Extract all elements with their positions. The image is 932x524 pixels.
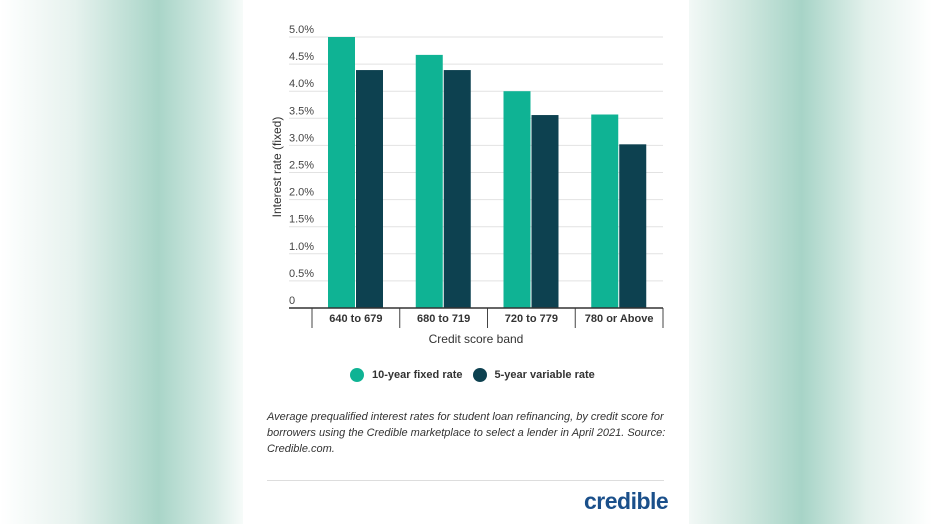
bar-variable [619,144,647,308]
divider [267,480,664,481]
bar-variable [443,70,471,308]
x-axis-label: Credit score band [429,332,524,346]
y-tick-label: 2.0% [289,187,314,199]
y-tick-label: 4.0% [289,78,314,90]
y-tick-label: 1.0% [289,241,314,253]
credible-logo: credible [584,488,669,514]
y-tick-label: 5.0% [289,24,314,36]
y-tick-label: 0 [289,295,295,307]
bar-variable [531,115,559,308]
legend: 10-year fixed rate 5-year variable rate [350,368,595,382]
caption: Average prequalified interest rates for … [267,411,666,455]
bar-variable [356,70,383,308]
x-tick-label: 720 to 779 [505,313,558,325]
bar-fixed [591,114,619,308]
x-tick-label: 640 to 679 [329,313,382,325]
bar-fixed [328,37,355,308]
legend-swatch-variable [472,368,487,382]
bar-chart: 0 0.5% 1.0% 1.5% 2.0% 2.5% 3.0% 3.5% 4.0% 4.5% 5.0… [270,24,664,346]
y-tick-label: 3.0% [289,132,314,144]
y-tick-label: 4.5% [289,51,314,63]
y-axis-label: Interest rate (fixed) [270,117,284,218]
x-tick-label: 780 or Above [585,313,654,325]
y-tick-label: 0.5% [289,268,314,280]
x-tick-label: 680 to 719 [417,313,470,325]
legend-label-fixed: 10-year fixed rate [372,369,463,381]
legend-swatch-fixed [350,368,364,382]
bar-fixed [415,54,443,308]
y-tick-label: 2.5% [289,160,314,172]
bar-fixed [503,91,531,308]
legend-label-variable: 5-year variable rate [494,369,595,381]
y-tick-label: 1.5% [289,214,314,226]
y-tick-label: 3.5% [289,105,314,117]
